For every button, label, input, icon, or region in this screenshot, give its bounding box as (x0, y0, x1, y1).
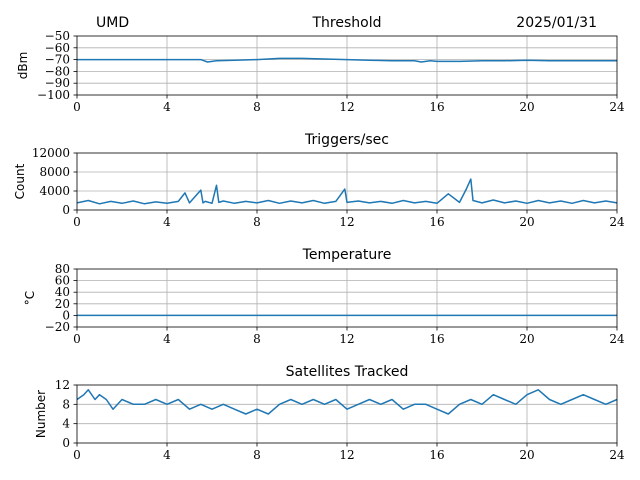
series-line (77, 57, 617, 63)
x-tick-label: 12 (339, 215, 354, 229)
x-tick-label: 0 (73, 448, 81, 462)
y-tick-label: −80 (45, 64, 70, 78)
chart-panel: 0 4 8 12 16 20 24 −100−90−80−70−60−50 Threshold d… (16, 15, 625, 114)
y-axis-label: °C (23, 291, 37, 305)
chart-panel: 0 4 8 12 16 20 24 0 4 8 12 Satellites Tracked Number (34, 364, 625, 462)
y-tick-label: −60 (45, 41, 70, 55)
x-tick-label: 4 (163, 100, 171, 114)
x-tick-label: 16 (429, 332, 444, 346)
x-tick-label: 16 (429, 100, 444, 114)
series-line (76, 389, 618, 415)
y-tick-label: 20 (55, 297, 70, 311)
y-tick-label: 8000 (39, 165, 70, 179)
y-tick-label: 0 (62, 436, 70, 450)
y-tick-label: 4 (62, 417, 70, 431)
x-tick-label: 20 (519, 100, 534, 114)
y-tick-label: −20 (45, 320, 70, 334)
x-tick-label: 20 (519, 332, 534, 346)
x-tick-label: 8 (253, 448, 261, 462)
y-tick-label: 12000 (32, 146, 70, 160)
series-line (76, 178, 618, 205)
y-axis-label: Number (34, 390, 48, 438)
chart-title: Satellites Tracked (286, 364, 409, 380)
chart-title: Threshold (312, 15, 382, 31)
y-tick-label: 4000 (39, 184, 70, 198)
x-tick-label: 8 (253, 100, 261, 114)
y-tick-label: −50 (45, 29, 70, 43)
x-tick-label: 0 (73, 100, 81, 114)
x-tick-label: 24 (609, 448, 625, 462)
header-date: 2025/01/31 (516, 15, 597, 31)
header-station-name: UMD (96, 15, 129, 31)
x-tick-label: 4 (163, 448, 171, 462)
y-tick-label: 60 (55, 274, 70, 288)
chart-panels: 0 4 8 12 16 20 24 −100−90−80−70−60−50 Threshold d… (13, 15, 625, 462)
chart-panel: 0 4 8 12 16 20 24 0 4000 8000 12000 Triggers/sec Cou… (13, 132, 625, 229)
y-axis-label: Count (13, 163, 27, 199)
x-tick-label: 16 (429, 448, 444, 462)
y-tick-label: 12 (55, 378, 70, 392)
chart-title: Triggers/sec (304, 132, 389, 148)
y-tick-label: 0 (62, 203, 70, 217)
x-tick-label: 4 (163, 332, 171, 346)
x-tick-label: 24 (609, 100, 625, 114)
x-tick-label: 12 (339, 332, 354, 346)
x-tick-label: 24 (609, 332, 625, 346)
y-tick-label: 40 (55, 285, 70, 299)
y-axis-label: dBm (16, 52, 30, 80)
x-tick-label: 0 (73, 215, 81, 229)
y-tick-label: 80 (55, 262, 70, 276)
x-tick-label: 4 (163, 215, 171, 229)
x-tick-label: 20 (519, 448, 534, 462)
x-tick-label: 8 (253, 215, 261, 229)
y-tick-label: −90 (45, 76, 70, 90)
x-tick-label: 12 (339, 100, 354, 114)
y-tick-label: 0 (62, 308, 70, 322)
x-tick-label: 8 (253, 332, 261, 346)
y-tick-label: 8 (62, 397, 70, 411)
y-tick-label: −100 (37, 88, 70, 102)
x-tick-label: 0 (73, 332, 81, 346)
x-tick-label: 20 (519, 215, 534, 229)
y-tick-label: −70 (45, 53, 70, 67)
x-tick-label: 24 (609, 215, 625, 229)
x-tick-label: 16 (429, 215, 444, 229)
x-tick-label: 12 (339, 448, 354, 462)
chart-title: Temperature (302, 247, 392, 263)
